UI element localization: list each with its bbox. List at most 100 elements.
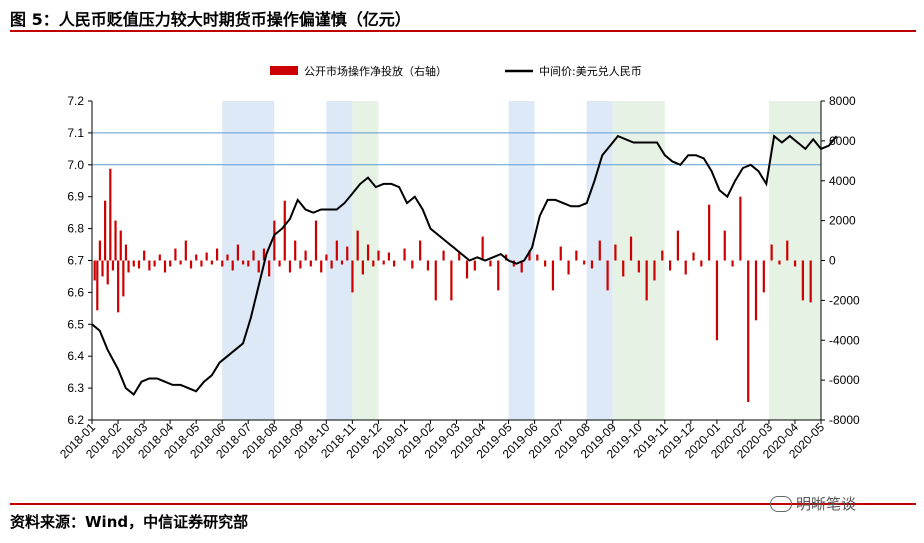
- left-tick-label: 6.7: [67, 254, 84, 268]
- bar-mark: [497, 260, 500, 291]
- bar-mark: [132, 260, 135, 267]
- right-axis-ticks: 8000 6000 4000 2000 0 -2000 -4000 -6000 -8000: [821, 94, 860, 427]
- source-note: 资料来源：Wind，中信证券研究部: [10, 513, 249, 531]
- bar-mark: [257, 260, 260, 273]
- bar-mark: [754, 260, 758, 321]
- bar-mark: [195, 254, 198, 261]
- bar-mark: [661, 250, 664, 261]
- bar-mark: [148, 260, 151, 271]
- bar-mark: [351, 260, 354, 293]
- bar-mark: [770, 244, 773, 261]
- bar-mark: [117, 260, 120, 313]
- bar-mark: [481, 236, 484, 261]
- bar-mark: [96, 260, 99, 311]
- bar-mark: [330, 260, 333, 269]
- bar-mark: [528, 250, 531, 261]
- legend-line-label: 中间价:美元兑人民币: [539, 64, 642, 78]
- bar-mark: [262, 248, 266, 261]
- bar-mark: [101, 260, 104, 277]
- bar-mark: [366, 244, 370, 261]
- right-tick-label: -2000: [829, 293, 860, 307]
- left-tick-label: 7.0: [67, 158, 84, 172]
- left-tick-label: 6.2: [67, 413, 84, 427]
- bar-mark: [93, 260, 96, 281]
- bar-mark: [676, 230, 680, 261]
- bar-mark: [575, 250, 578, 261]
- bar-mark: [465, 260, 469, 279]
- bar-mark: [723, 230, 726, 261]
- bar-mark: [559, 246, 562, 261]
- bar-mark: [242, 260, 245, 265]
- bar-mark: [645, 260, 648, 301]
- bar-mark: [778, 260, 781, 265]
- bar-mark: [278, 260, 281, 267]
- bar-mark: [210, 260, 213, 265]
- right-tick-label: 8000: [829, 94, 856, 108]
- bar-mark: [536, 254, 539, 261]
- bar-mark: [708, 204, 711, 261]
- bar-mark: [606, 260, 609, 291]
- bar-mark: [325, 254, 328, 261]
- right-tick-label: 4000: [829, 174, 856, 188]
- bar-mark: [426, 260, 430, 271]
- bar-mark: [473, 260, 476, 271]
- bar-mark: [247, 260, 250, 267]
- bar-mark: [340, 260, 344, 265]
- bar-mark: [442, 250, 445, 261]
- bar-mark: [314, 220, 318, 261]
- bar-mark: [143, 250, 146, 261]
- bar-mark: [411, 260, 414, 269]
- right-tick-label: -8000: [829, 413, 860, 427]
- bar-mark: [215, 248, 219, 261]
- bar-mark: [153, 260, 156, 267]
- bar-mark: [273, 220, 276, 261]
- bar-mark: [793, 260, 797, 267]
- bar-mark: [231, 260, 234, 271]
- bar-mark: [163, 260, 167, 273]
- bar-mark: [700, 260, 703, 267]
- bar-mark: [458, 252, 461, 261]
- bar-mark: [174, 248, 177, 261]
- bar-mark: [551, 260, 555, 291]
- bar-mark: [320, 260, 323, 273]
- bar-mark: [567, 260, 570, 275]
- bar-mark: [169, 260, 172, 267]
- bar-mark: [189, 260, 193, 269]
- title-rule: [10, 30, 916, 32]
- bar-mark: [403, 248, 406, 261]
- bar-mark: [184, 240, 187, 261]
- bar-mark: [288, 260, 292, 273]
- chart-title: 图 5：人民币贬值压力较大时期货币操作偏谨慎（亿元）: [10, 10, 411, 29]
- footer-rule: [10, 503, 916, 505]
- bar-mark: [544, 260, 547, 267]
- left-tick-label: 6.5: [67, 317, 84, 331]
- legend-bar-swatch: [270, 66, 298, 75]
- bar-mark: [489, 260, 492, 267]
- bar-mark: [450, 260, 453, 301]
- right-tick-label: -6000: [829, 373, 860, 387]
- bar-mark: [236, 244, 239, 261]
- bar-mark: [124, 244, 128, 261]
- bar-mark: [109, 168, 112, 261]
- bar-mark: [252, 250, 255, 261]
- bar-mark: [809, 260, 812, 303]
- bar-mark: [637, 260, 640, 273]
- bar-mark: [377, 250, 380, 261]
- bar-mark: [356, 230, 359, 261]
- bar-mark: [590, 260, 594, 269]
- bar-mark: [629, 236, 633, 261]
- bar-mark: [304, 250, 307, 261]
- legend-bar-label: 公开市场操作净投放（右轴）: [304, 64, 447, 78]
- right-tick-label: 0: [829, 254, 836, 268]
- bar-mark: [309, 260, 312, 267]
- shaded-period-1: [326, 101, 353, 420]
- bar-series: [93, 168, 812, 403]
- bar-mark: [361, 260, 364, 275]
- bar-mark: [622, 260, 625, 277]
- bar-mark: [98, 240, 102, 261]
- bar-mark: [762, 260, 765, 293]
- bar-mark: [294, 240, 297, 261]
- bar-mark: [106, 260, 109, 285]
- bar-mark: [283, 200, 286, 261]
- bar-mark: [419, 240, 422, 261]
